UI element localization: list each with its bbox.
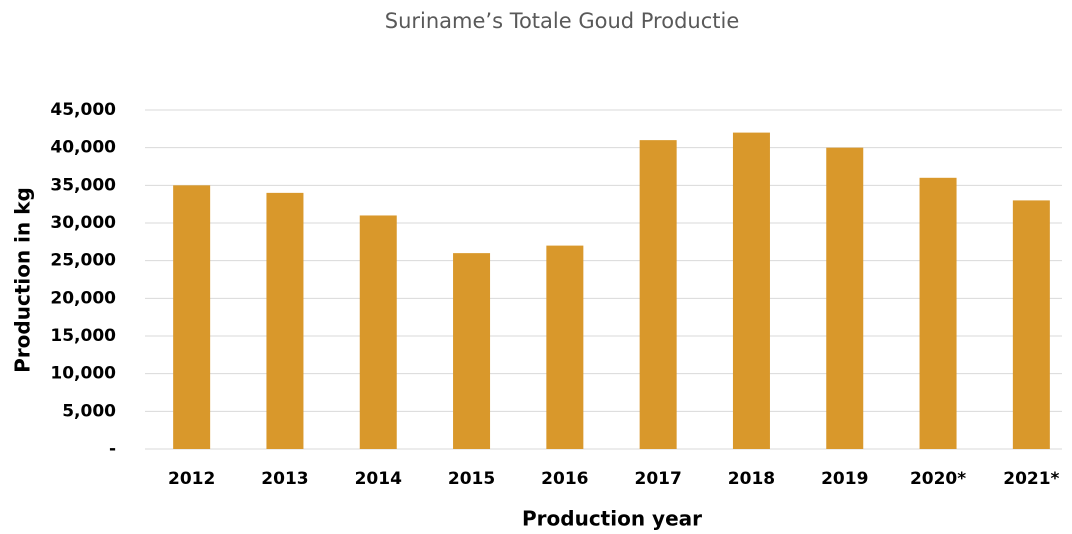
x-tick-label: 2020* — [910, 469, 966, 489]
y-tick-label: 10,000 — [50, 364, 116, 384]
x-tick-label: 2016 — [541, 469, 588, 489]
x-tick-label: 2012 — [168, 469, 215, 489]
x-axis-label: Production year — [522, 507, 702, 531]
x-tick-label: 2014 — [355, 469, 402, 489]
y-tick-label: 25,000 — [50, 251, 116, 271]
bar — [919, 177, 957, 450]
bar — [266, 192, 304, 449]
bar — [639, 140, 677, 449]
y-tick-label: 45,000 — [50, 100, 116, 120]
y-tick-label: 20,000 — [50, 288, 116, 308]
bar — [546, 245, 584, 449]
y-tick-label: 30,000 — [50, 213, 116, 233]
y-tick-label: 15,000 — [50, 326, 116, 346]
y-tick-label: 5,000 — [62, 401, 116, 421]
chart-title: Suriname’s Totale Goud Productie — [385, 9, 740, 33]
x-tick-label: 2017 — [634, 469, 681, 489]
y-tick-label: - — [109, 439, 116, 459]
x-tick-label: 2018 — [728, 469, 775, 489]
x-tick-label: 2021* — [1003, 469, 1059, 489]
x-tick-label: 2013 — [261, 469, 308, 489]
bar — [1012, 200, 1050, 449]
bar — [826, 147, 864, 449]
y-axis-label: Production in kg — [11, 187, 35, 373]
y-tick-label: 40,000 — [50, 138, 116, 158]
bar — [359, 215, 397, 449]
y-tick-label: 35,000 — [50, 175, 116, 195]
x-tick-label: 2019 — [821, 469, 868, 489]
bar — [173, 185, 211, 450]
x-tick-label: 2015 — [448, 469, 495, 489]
bar — [453, 253, 491, 449]
bar — [732, 132, 770, 449]
